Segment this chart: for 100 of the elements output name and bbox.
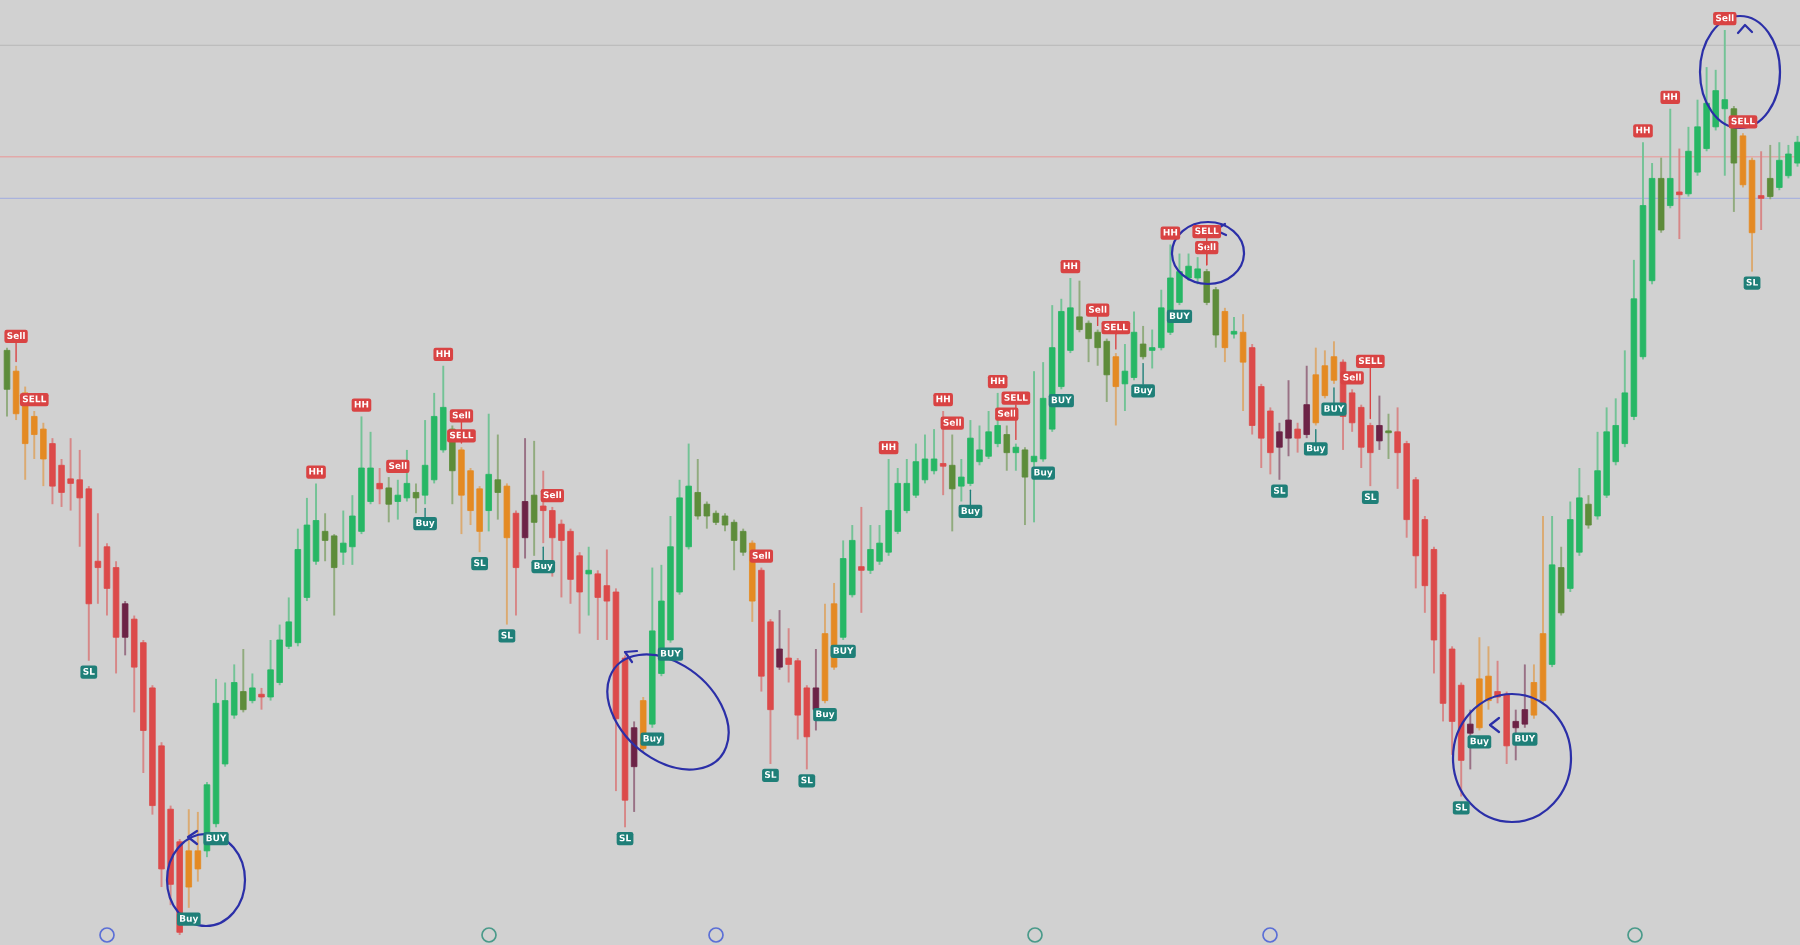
annotation: SL <box>474 559 486 567</box>
candlestick <box>1330 340 1338 385</box>
candlestick <box>240 648 247 714</box>
candlestick <box>1230 315 1238 340</box>
annotation: Sell <box>7 332 25 340</box>
candlestick <box>594 569 602 641</box>
annotation: Buy <box>1034 468 1053 478</box>
annotation: HH <box>436 350 450 357</box>
annotation: SELL <box>1004 394 1028 401</box>
candlestick <box>1585 494 1592 530</box>
annotation: SL <box>764 771 777 778</box>
annotation: Sell <box>1343 373 1361 381</box>
candlestick <box>1721 29 1729 177</box>
annotation: SL <box>1273 486 1286 494</box>
candlestick <box>721 512 729 533</box>
annotation: HH <box>1636 126 1650 134</box>
candlestick <box>703 500 711 530</box>
annotation: BUY <box>1169 312 1190 320</box>
candlestick <box>385 476 392 524</box>
candlestick <box>558 518 565 599</box>
candlestick <box>930 428 938 476</box>
annotation: Sell <box>1716 14 1734 22</box>
candlestick <box>694 458 701 521</box>
annotation: BUY <box>660 649 681 657</box>
candlestick <box>1376 394 1383 451</box>
candlestick <box>958 458 965 503</box>
candlestick <box>1012 442 1020 472</box>
candlestick <box>921 433 929 485</box>
candlestick <box>876 524 883 566</box>
candlestick <box>1076 279 1083 334</box>
candlestick <box>1767 143 1774 201</box>
annotation: SL <box>1455 803 1468 811</box>
candlestick <box>1394 406 1401 490</box>
candlestick <box>1794 134 1800 168</box>
candlestick <box>739 527 747 557</box>
annotation: Sell <box>998 409 1016 417</box>
candlestick <box>1185 252 1192 282</box>
annotation: Sell <box>1088 305 1107 313</box>
annotation: SELL <box>1195 227 1219 235</box>
annotation: SL <box>1746 278 1758 286</box>
candlestick <box>1676 147 1683 241</box>
annotation: Sell <box>1197 243 1216 251</box>
candlestick <box>1785 143 1792 180</box>
annotation: SELL <box>1104 323 1128 331</box>
candlestick <box>976 424 983 467</box>
candlestick <box>1521 663 1529 729</box>
candlestick <box>949 433 956 533</box>
annotation: BUY <box>1515 735 1536 742</box>
candlestick <box>1285 379 1292 458</box>
annotation: HH <box>1163 229 1178 236</box>
annotation: SELL <box>450 431 474 439</box>
candlestick <box>603 548 611 641</box>
candlestick <box>376 467 383 506</box>
candlestick <box>494 433 502 521</box>
annotation: SL <box>501 631 513 639</box>
annotation: SELL <box>1731 117 1755 125</box>
annotation: Sell <box>752 551 771 559</box>
annotation: BUY <box>1324 405 1345 412</box>
candlestick <box>31 410 38 460</box>
annotation: Buy <box>961 507 980 516</box>
candlestick <box>340 509 347 566</box>
candlestick <box>1085 319 1092 364</box>
candlestick <box>785 627 792 684</box>
candlestick <box>67 437 74 512</box>
annotation: SL <box>83 667 95 675</box>
annotation: Buy <box>643 734 662 744</box>
annotation: Sell <box>543 491 561 499</box>
annotation: Buy <box>1307 444 1326 454</box>
candlestick <box>76 448 83 548</box>
candlestick <box>1385 412 1392 460</box>
annotation: HH <box>881 443 896 451</box>
annotation: HH <box>1063 262 1078 270</box>
annotation: Buy <box>416 519 435 528</box>
annotation: SELL <box>1358 357 1383 365</box>
candlestick <box>867 524 874 575</box>
candlestick <box>194 810 202 883</box>
annotation: BUY <box>833 647 854 654</box>
candlestick <box>1094 328 1101 367</box>
candlestick <box>249 672 256 705</box>
annotation: Buy <box>1134 386 1153 396</box>
annotation: HH <box>309 467 323 475</box>
candlestick <box>1276 421 1283 481</box>
annotation: SL <box>801 776 813 784</box>
annotation: HH <box>354 400 369 408</box>
annotation: HH <box>990 377 1005 385</box>
annotation: Buy <box>534 562 553 571</box>
candlestick <box>585 545 592 617</box>
annotation: SELL <box>22 395 47 403</box>
annotation: BUY <box>206 834 227 842</box>
candlestick <box>412 482 420 515</box>
annotation: Sell <box>389 462 407 470</box>
candlestick <box>858 505 865 614</box>
annotation: BUY <box>1051 396 1072 404</box>
annotation: Sell <box>943 418 961 426</box>
candlestick <box>1757 150 1765 231</box>
annotation: SL <box>619 834 631 842</box>
annotation: Buy <box>816 710 835 720</box>
candlestick <box>730 518 738 572</box>
candlestick <box>321 512 329 563</box>
candlestick <box>1148 328 1156 370</box>
